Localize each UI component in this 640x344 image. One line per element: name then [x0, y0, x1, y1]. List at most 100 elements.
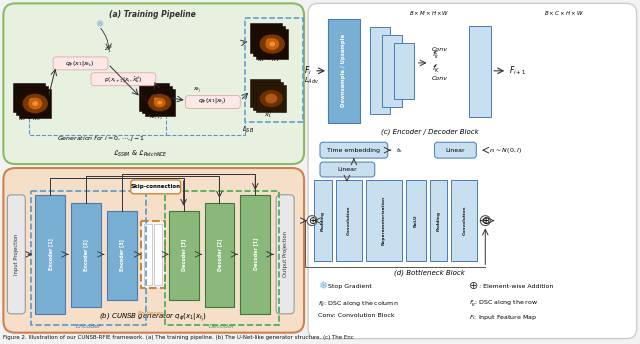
Text: $f_K^r$: $f_K^r$: [431, 63, 440, 75]
Text: Conv: Convolution Block: Conv: Convolution Block: [318, 313, 395, 318]
Bar: [250, 79, 280, 107]
Ellipse shape: [17, 88, 42, 108]
Text: Conv: Conv: [431, 46, 447, 52]
Ellipse shape: [26, 95, 32, 100]
Text: Decoder [2]: Decoder [2]: [217, 239, 222, 271]
Bar: [250, 23, 282, 53]
Bar: [406, 180, 426, 261]
Ellipse shape: [265, 38, 279, 50]
Ellipse shape: [262, 91, 274, 100]
Bar: [35, 195, 65, 314]
FancyBboxPatch shape: [435, 142, 476, 158]
FancyBboxPatch shape: [3, 168, 304, 333]
Text: ⊕: ⊕: [308, 216, 316, 226]
Ellipse shape: [256, 31, 282, 51]
Bar: [245, 18, 303, 122]
FancyBboxPatch shape: [320, 162, 375, 177]
Text: Padding: Padding: [321, 211, 325, 230]
FancyBboxPatch shape: [53, 57, 108, 70]
Text: Convolution: Convolution: [347, 206, 351, 235]
Ellipse shape: [259, 90, 283, 108]
Bar: [139, 83, 169, 110]
Ellipse shape: [259, 88, 271, 98]
Text: Reparameterization: Reparameterization: [381, 196, 386, 245]
Ellipse shape: [22, 92, 36, 104]
Text: $x_{t_{i+1}}$: $x_{t_{i+1}}$: [149, 114, 163, 122]
Ellipse shape: [28, 98, 42, 109]
Text: $t_k$: $t_k$: [396, 146, 403, 154]
Bar: [336, 180, 362, 261]
Text: $x_1 \sim \pi_1$: $x_1 \sim \pi_1$: [257, 56, 280, 64]
Ellipse shape: [151, 95, 163, 105]
Bar: [154, 224, 162, 285]
Text: $z_1^{f_k}$: $z_1^{f_k}$: [104, 43, 113, 55]
Text: Skip-connection: Skip-connection: [131, 184, 180, 190]
Text: Decoder [3]: Decoder [3]: [181, 239, 186, 271]
Bar: [145, 89, 175, 117]
Ellipse shape: [151, 95, 156, 99]
Bar: [31, 191, 146, 325]
Ellipse shape: [253, 28, 279, 48]
Text: Figure 2. Illustration of our CUNSB-RFIE framework. (a) The training pipeline. (: Figure 2. Illustration of our CUNSB-RFIE…: [3, 335, 354, 340]
Ellipse shape: [256, 87, 280, 105]
FancyBboxPatch shape: [276, 195, 294, 314]
FancyBboxPatch shape: [3, 3, 304, 164]
Text: $f_K^r$: DSC along the row: $f_K^r$: DSC along the row: [469, 299, 539, 309]
Ellipse shape: [253, 84, 277, 101]
Text: $x_{t_j}$: $x_{t_j}$: [193, 86, 201, 96]
Text: $B \times C \times H \times W$: $B \times C \times H \times W$: [544, 9, 584, 17]
Text: $p(x_{i+1}|x_i, \hat{x}_k^d)$: $p(x_{i+1}|x_i, \hat{x}_k^d)$: [104, 75, 142, 85]
Text: $\hat{x}_1^{f_j}$: $\hat{x}_1^{f_j}$: [264, 108, 273, 120]
Text: $f_K^c$: DSC along the column: $f_K^c$: DSC along the column: [318, 299, 399, 309]
Ellipse shape: [265, 94, 277, 104]
Ellipse shape: [154, 98, 159, 101]
Circle shape: [307, 216, 317, 226]
Text: $n_i \sim N(0,I)$: $n_i \sim N(0,I)$: [489, 146, 522, 155]
Text: $q_\phi(x_1|x_{t_j})$: $q_\phi(x_1|x_{t_j})$: [198, 97, 227, 108]
Ellipse shape: [148, 92, 160, 101]
Text: ReLU: ReLU: [413, 214, 417, 227]
Ellipse shape: [269, 42, 275, 46]
Text: Decoder [1]: Decoder [1]: [253, 238, 258, 270]
Text: $B \times M \times H \times W$: $B \times M \times H \times W$: [409, 9, 450, 17]
Bar: [17, 86, 48, 116]
Bar: [328, 19, 360, 123]
Ellipse shape: [145, 91, 169, 108]
Ellipse shape: [26, 95, 39, 107]
Ellipse shape: [262, 35, 276, 47]
Ellipse shape: [19, 91, 45, 110]
Text: $\mathcal{L}_{SSIM}$ & $\mathcal{L}_{PatchNCE}$: $\mathcal{L}_{SSIM}$ & $\mathcal{L}_{Pat…: [113, 149, 168, 159]
Bar: [141, 221, 164, 288]
Text: ❅: ❅: [318, 281, 328, 291]
Bar: [205, 203, 234, 307]
Ellipse shape: [29, 98, 35, 103]
Ellipse shape: [157, 100, 162, 105]
Text: $L_{SB}$: $L_{SB}$: [243, 125, 254, 136]
Text: ⊕: ⊕: [469, 281, 479, 291]
Text: $x_0 \sim \pi_0$: $x_0 \sim \pi_0$: [18, 116, 40, 123]
Text: Padding: Padding: [436, 211, 440, 230]
Bar: [253, 26, 285, 56]
Text: : Element-wise Addition: : Element-wise Addition: [479, 283, 554, 289]
Text: Encoder [3]: Encoder [3]: [120, 239, 124, 271]
Text: $F_{i+1}$: $F_{i+1}$: [509, 65, 527, 77]
Text: (d) Bottleneck Block: (d) Bottleneck Block: [394, 269, 465, 276]
Text: (c) Encoder / Decoder Block: (c) Encoder / Decoder Block: [381, 128, 478, 135]
Ellipse shape: [259, 32, 273, 44]
Text: $L_{Adv}$: $L_{Adv}$: [304, 76, 319, 86]
Ellipse shape: [263, 36, 269, 41]
Bar: [381, 35, 402, 107]
Bar: [253, 82, 283, 109]
Text: Downsample / Upsample: Downsample / Upsample: [341, 34, 346, 107]
FancyBboxPatch shape: [186, 96, 241, 108]
Bar: [429, 180, 447, 261]
Text: Linear: Linear: [337, 166, 356, 172]
Text: Input Projection: Input Projection: [14, 234, 19, 275]
Bar: [256, 29, 288, 59]
Bar: [469, 26, 492, 117]
Text: (b) CUNSB generator $q_\phi(x_1|x_{t_j})$: (b) CUNSB generator $q_\phi(x_1|x_{t_j})…: [99, 310, 207, 324]
FancyBboxPatch shape: [320, 142, 388, 158]
Bar: [394, 43, 413, 99]
Ellipse shape: [148, 94, 172, 111]
Bar: [314, 180, 332, 261]
